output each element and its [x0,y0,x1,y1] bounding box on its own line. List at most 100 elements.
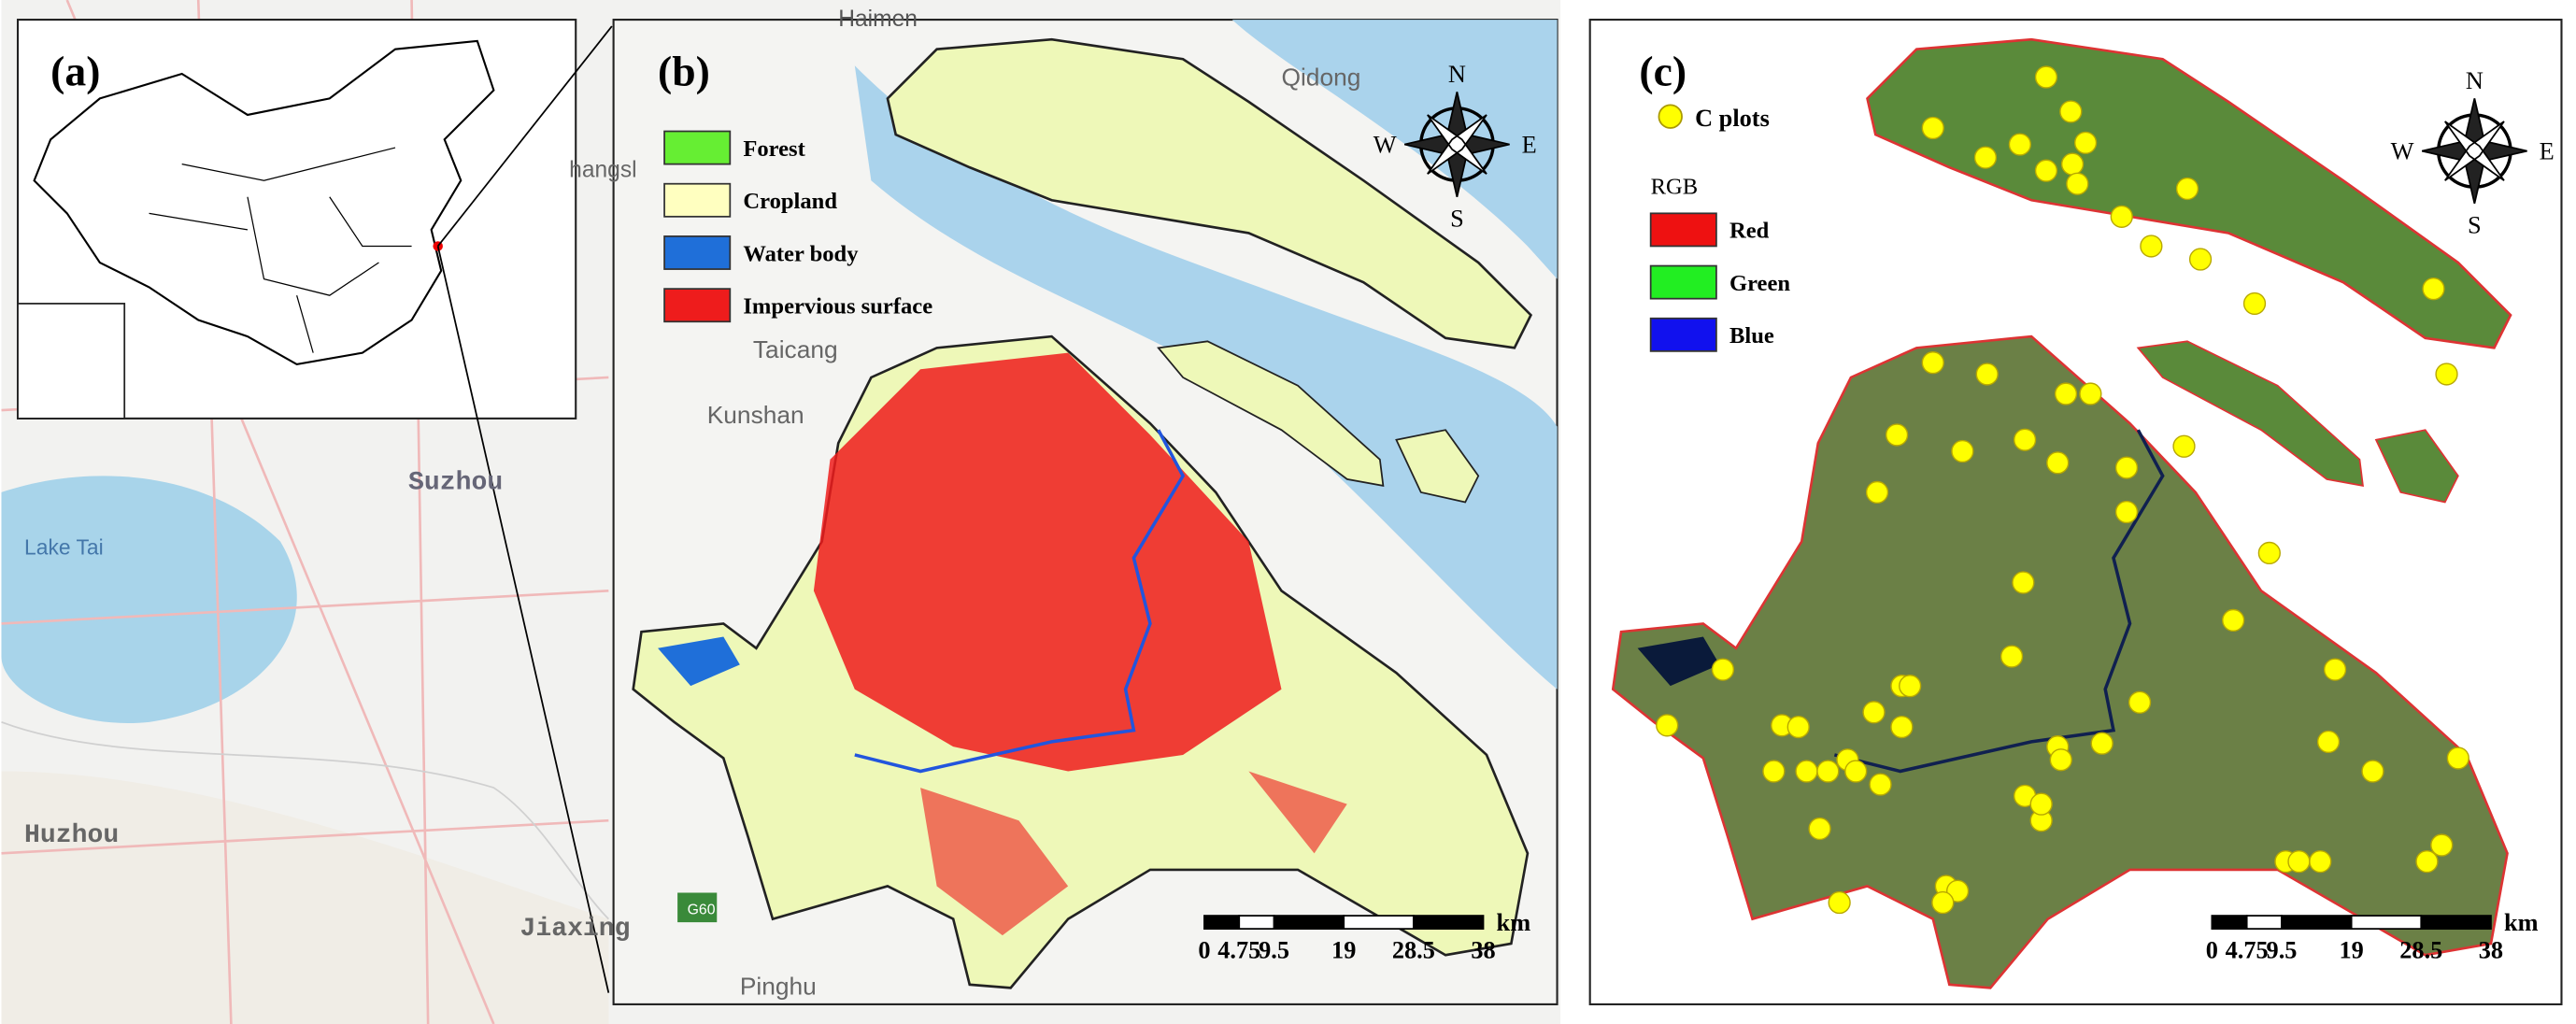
plot-point [2114,500,2139,524]
compass-label: N [1448,61,1466,88]
map-label: Taicang [753,335,838,363]
plot-point [1656,714,1679,737]
plot-point [2090,732,2113,755]
plot-point [2000,645,2024,668]
plot-point [2435,363,2458,386]
scale-label: 9.5 [1259,937,1289,964]
legend-label: Forest [743,136,805,162]
scale-segment [1203,915,1241,931]
scale-label: 0 [2206,937,2218,964]
compass-label: W [1373,131,1397,158]
scale-segment [2350,915,2423,931]
plot-point [2029,792,2053,816]
map-label: hangsl [569,158,636,183]
scale-label: 28.5 [2399,937,2442,964]
plot-point [1711,658,1735,681]
plot-point [1931,890,1955,915]
scale-label: 28.5 [1392,937,1435,964]
plot-point [2430,833,2454,857]
legend-label: Impervious surface [743,293,932,319]
plot-point [2140,235,2163,258]
plot-point [2008,133,2031,156]
plot-point [2422,277,2445,301]
plot-point [1886,423,1909,447]
plot-point [2446,747,2469,770]
pointer [436,246,610,993]
plot-point [2128,690,2152,714]
legend-swatch [1649,264,1717,300]
scale-label: 19 [1331,937,1356,964]
plot-point [1844,760,1868,783]
plot-point [2287,849,2311,874]
compass-label: S [2468,211,2482,238]
legend-swatch [663,182,732,218]
compass-label: W [2391,137,2414,164]
plot-point [2012,571,2035,594]
plot-point [2242,292,2267,316]
compass-label: E [2540,137,2555,164]
plot-point [1975,363,1999,386]
plot-point [2049,748,2072,772]
plot-point [1862,701,1886,724]
plot-point [1816,760,1840,783]
panel-label: (a) [50,47,100,94]
scale-label: 0 [1198,937,1210,964]
legend-swatch [663,235,732,270]
plot-point [1921,351,1944,375]
scale-segment [1273,915,1345,931]
plot-point [2034,65,2058,89]
scale-segment [1343,915,1415,931]
scale-segment [1412,915,1485,931]
plot-point [1808,817,1831,841]
plot-point [1828,890,1851,915]
plot-point [2014,428,2037,451]
scale-label: 19 [2339,937,2363,964]
plot-point [1869,773,1892,796]
panel-label: (b) [658,47,710,94]
lake-dianshan [1637,636,1720,687]
scale-label: 9.5 [2267,937,2298,964]
plot-point [1921,116,1944,140]
land [1,771,609,1024]
scale-unit: km [1497,909,1531,936]
scale-segment [1238,915,1275,931]
legend-swatch [663,130,732,165]
map-label: Qidong [1281,63,1360,91]
compass: N S W E [2391,67,2555,239]
plot-point [2046,451,2070,475]
plot-point [2114,456,2139,479]
plot-point [2110,205,2133,228]
legend-swatch [663,288,732,323]
legend-label: Red [1729,219,1770,244]
compass-rose [1427,114,1487,175]
plot-point [2060,152,2085,176]
road-shield [677,892,718,923]
scale-label: 38 [2479,937,2503,964]
map-label: Jiaxing [520,915,631,944]
plot-point [1890,715,1914,739]
panel-label: (c) [1639,47,1686,94]
plot-point [2073,131,2098,154]
lake-dianshan [658,636,740,687]
lake [1,476,297,723]
plot-point [2323,658,2347,681]
scale-segment [2211,915,2248,931]
pointer [436,25,613,248]
plot-point [1973,146,1998,169]
scale-label: 38 [1471,937,1495,964]
plot-point [2079,382,2102,405]
legend-label: Green [1729,271,1790,296]
scale-segment [2281,915,2353,931]
china-outline [33,39,495,366]
legend-title: RGB [1651,174,1699,199]
map-label: Suzhou [408,468,503,497]
plot-point [2415,849,2439,874]
legend-label: Cropland [743,189,837,214]
plot-point [2188,248,2213,271]
plot-point [1786,715,1810,739]
map-label: Pinghu [740,972,817,1000]
map-label: Lake Tai [24,535,104,560]
scale-label: 4.75 [2226,937,2269,964]
